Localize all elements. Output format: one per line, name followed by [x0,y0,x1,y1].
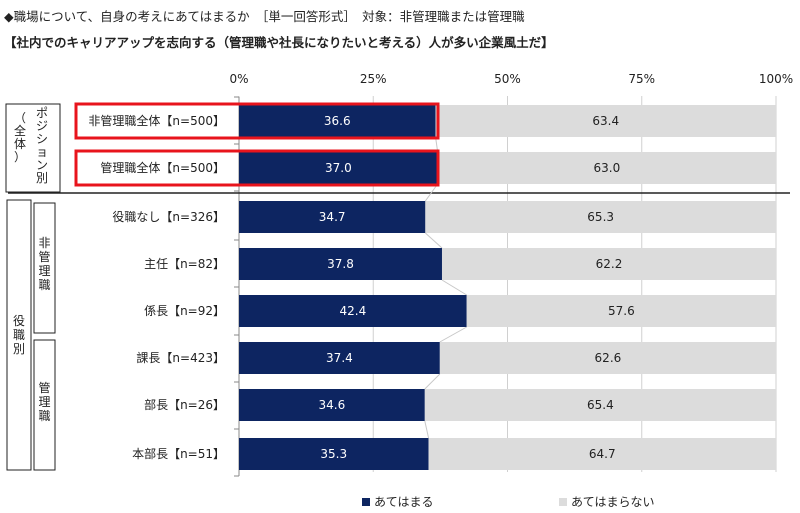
nonmanager-group-label: 管 [38,249,50,264]
role-group-label: 役 [13,313,25,328]
data-label-atehamaranai: 62.6 [595,351,622,365]
bar-atehamaru [239,389,425,421]
x-tick-label: 100% [759,72,793,86]
manager-group-box [33,339,56,471]
category-label: 管理職全体【n=500】 [100,160,225,175]
role-group-box [6,199,32,471]
position-group-label: ポ [36,106,48,120]
category-label: 役職なし【n=326】 [112,209,225,224]
category-label: 本部長【n=51】 [132,446,225,461]
data-label-atehamaru: 37.4 [326,351,353,365]
data-label-atehamaru: 36.6 [324,114,351,128]
series-connector-line [441,279,467,296]
x-tick-label: 50% [494,72,521,86]
position-group-box [5,103,61,193]
data-label-atehamaru: 35.3 [320,447,347,461]
legend-swatch-atehamaru [362,498,370,506]
category-label: 非管理職全体【n=500】 [88,113,225,128]
data-label-atehamaranai: 64.7 [589,447,616,461]
category-label: 係長【n=92】 [144,304,225,318]
bar-atehamaru [239,152,438,184]
bar-atehamaru [239,105,436,137]
position-group-sublabel: 体 [14,137,26,151]
nonmanager-group-label: 理 [38,264,50,278]
data-label-atehamaru: 42.4 [339,304,366,318]
x-tick-label: 75% [628,72,655,86]
series-connector-line [424,420,430,439]
bar-atehamaranai [437,152,776,184]
bar-atehamaru [239,342,440,374]
bar-atehamaru [239,201,426,233]
legend-label-atehamaranai: あてはまらない [571,495,655,509]
bar-atehamaranai [466,295,776,327]
series-connector-line [424,183,439,202]
data-label-atehamaranai: 65.3 [587,210,614,224]
category-label: 部長【n=26】 [144,397,225,412]
role-group-label: 職 [13,328,25,342]
bar-atehamaranai [425,201,776,233]
data-label-atehamaranai: 63.0 [593,161,620,175]
legend-label-atehamaru: あてはまる [374,495,434,509]
position-group-label: シ [36,132,48,146]
chart-title: ◆職場について、自身の考えにあてはまるか ［単一回答形式］ 対象：非管理職または… [4,9,525,24]
bar-atehamaranai [435,105,776,137]
manager-group-label: 管 [38,380,50,395]
data-label-atehamaru: 34.7 [319,210,346,224]
data-label-atehamaranai: 63.4 [592,114,619,128]
bar-atehamaru [239,248,442,280]
position-group-label: ョ [36,145,48,159]
data-label-atehamaranai: 65.4 [587,398,614,412]
x-tick-label: 25% [360,72,387,86]
highlight-box [74,149,440,187]
role-group-label: 別 [13,342,25,356]
data-label-atehamaru: 37.8 [327,257,354,271]
data-label-atehamaru: 37.0 [325,161,352,175]
bar-atehamaru [239,295,467,327]
position-group-label: ン [36,158,48,172]
legend-swatch-atehamaranai [559,498,567,506]
x-tick-label: 0% [229,72,248,86]
bar-atehamaranai [428,438,776,470]
bar-atehamaranai [424,389,776,421]
position-group-sublabel: ） [14,150,26,164]
highlight-box [74,102,440,140]
nonmanager-group-label: 非 [38,236,50,250]
position-group-label: ジ [36,119,48,133]
category-label: 課長【n=423】 [136,350,225,365]
series-connector-line [424,373,441,390]
bar-atehamaranai [439,342,776,374]
manager-group-label: 職 [38,409,50,423]
series-connector-line [439,326,467,343]
chart-subtitle: 【社内でのキャリアアップを志向する（管理職や社長になりたいと考える）人が多い企業… [4,35,554,50]
category-label: 主任【n=82】 [144,257,225,271]
series-connector-line [425,232,443,249]
nonmanager-group-box [33,202,56,334]
data-label-atehamaru: 34.6 [319,398,346,412]
position-group-label: 別 [36,171,48,185]
manager-group-label: 理 [38,395,50,409]
data-label-atehamaranai: 62.2 [596,257,623,271]
bar-atehamaru [239,438,429,470]
position-group-sublabel: 全 [14,123,26,138]
data-label-atehamaranai: 57.6 [608,304,635,318]
position-group-sublabel: （ [14,111,26,125]
bar-atehamaranai [441,248,776,280]
nonmanager-group-label: 職 [38,278,50,292]
